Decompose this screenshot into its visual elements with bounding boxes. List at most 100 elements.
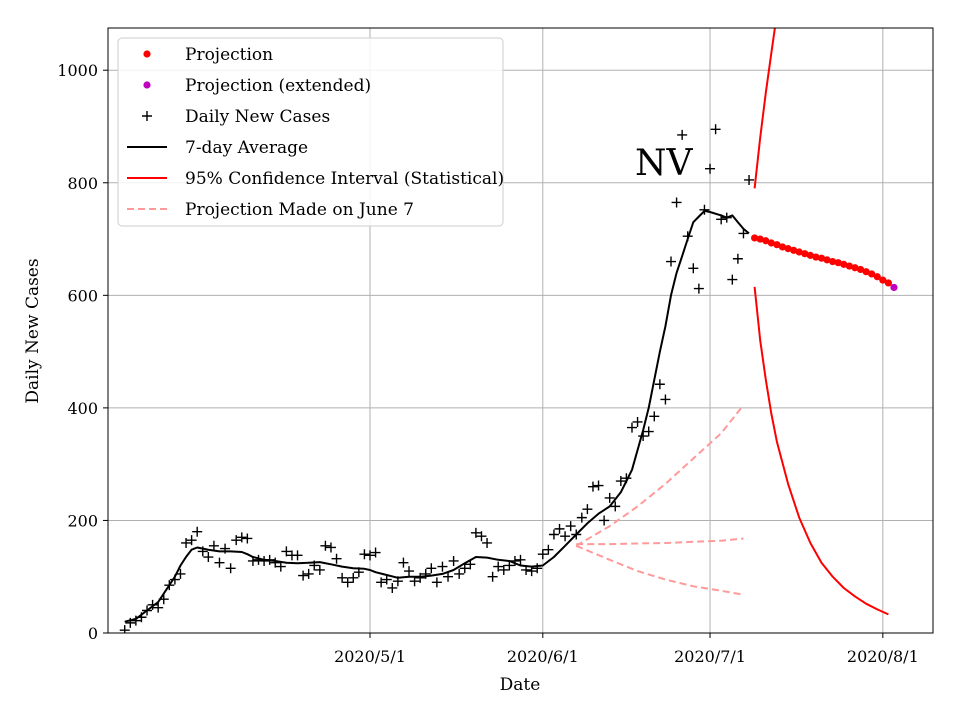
daily-case-point (705, 163, 716, 174)
daily-case-point (292, 550, 303, 561)
legend-item: Daily New Cases (142, 107, 330, 127)
daily-case-point (688, 263, 699, 274)
projection-point (873, 273, 881, 281)
daily-case-point (660, 394, 671, 405)
7-day-average-line (124, 209, 750, 623)
daily-case-point (387, 582, 398, 593)
daily-case-point (560, 531, 571, 542)
legend-item: 7-day Average (127, 138, 308, 158)
y-axis-label: Daily New Cases (23, 258, 43, 403)
daily-case-point (710, 124, 721, 135)
legend-frame (117, 37, 504, 227)
projection-made-on-june-7-upper-line (575, 404, 745, 547)
daily-case-point (693, 283, 704, 294)
daily-case-point (314, 564, 325, 575)
daily-case-point (331, 553, 342, 564)
daily-case-point (744, 174, 755, 185)
projection-point (817, 254, 826, 262)
daily-case-point (599, 515, 610, 526)
daily-case-point (727, 274, 738, 285)
daily-case-point (437, 561, 448, 572)
daily-case-point (476, 531, 487, 542)
daily-case-point (298, 570, 309, 581)
daily-case-point (203, 552, 214, 563)
daily-case-point (398, 557, 409, 568)
legend-label: Projection Made on June 7 (185, 200, 414, 220)
legend-item: 95% Confidence Interval (Statistical) (127, 169, 504, 189)
daily-case-point (666, 256, 677, 267)
y-tick-label: 400 (67, 399, 98, 418)
projection-point (829, 257, 837, 266)
y-tick-label: 1000 (57, 61, 98, 80)
daily-case-point (582, 504, 593, 515)
legend-label: 95% Confidence Interval (Statistical) (185, 169, 504, 189)
daily-case-point (119, 625, 130, 633)
daily-case-point (348, 572, 359, 583)
legend-dot-marker (143, 50, 151, 58)
daily-case-point (610, 501, 621, 512)
projection-point (845, 262, 853, 270)
daily-case-point (275, 561, 286, 572)
plot-frame (107, 27, 934, 634)
legend-item: Projection (143, 45, 273, 65)
daily-case-point (732, 253, 743, 264)
daily-case-point (565, 521, 576, 532)
projection-point (795, 248, 803, 256)
daily-case-point (626, 422, 637, 433)
daily-case-point (443, 571, 454, 582)
daily-case-point (242, 533, 253, 544)
daily-case-point (281, 546, 292, 557)
daily-case-point (231, 535, 242, 546)
x-tick-label: 2020/7/1 (674, 647, 746, 666)
y-tick-label: 0 (88, 624, 98, 643)
projection-point (790, 246, 798, 254)
projection-extended-point (890, 283, 898, 292)
projection-point (862, 268, 870, 276)
daily-case-point (615, 476, 626, 487)
legend-item: Projection (extended) (143, 76, 371, 96)
daily-case-point (576, 512, 587, 523)
projection-point (806, 251, 814, 259)
projection-point (801, 250, 809, 258)
x-tick-label: 2020/5/1 (334, 647, 406, 666)
legend-label: Projection (185, 45, 273, 65)
daily-case-point (498, 564, 509, 575)
daily-case-point (654, 379, 665, 390)
daily-case-point (493, 561, 504, 572)
projection-point (784, 245, 792, 253)
daily-case-point (537, 549, 548, 560)
x-tick-label: 2020/8/1 (847, 647, 919, 666)
daily-case-point (370, 547, 381, 558)
projection-point (884, 279, 893, 287)
daily-case-point (181, 537, 192, 548)
axis-ticks: 0 200 400 600 800 1000 2020/5/1 2020/6/1 2020/7/… (57, 61, 918, 666)
daily-case-point (359, 549, 370, 560)
projection-point (879, 276, 887, 284)
x-axis-label: Date (500, 675, 541, 695)
legend-dot-marker (143, 81, 151, 89)
data-layer (119, 28, 898, 633)
daily-case-point (192, 526, 203, 537)
projection-point (767, 239, 775, 247)
daily-case-point (153, 602, 164, 613)
projection-point (851, 264, 859, 272)
daily-case-point (448, 555, 459, 566)
daily-case-point (487, 571, 498, 582)
daily-case-point (342, 577, 353, 588)
daily-case-point (677, 129, 688, 140)
daily-case-point (208, 540, 219, 551)
daily-case-point (587, 481, 598, 492)
daily-case-point (454, 568, 465, 579)
projection-point (812, 253, 820, 261)
daily-case-point (643, 426, 654, 437)
daily-case-point (320, 540, 331, 551)
daily-case-point (214, 557, 225, 568)
y-tick-label: 800 (67, 174, 98, 193)
daily-case-point (482, 537, 493, 548)
projection-point (773, 241, 781, 249)
daily-case-point (381, 574, 392, 585)
95-confidence-interval-statistical-upper-line (753, 28, 776, 189)
95-confidence-interval-statistical-lower-line (753, 286, 889, 616)
daily-case-point (548, 529, 559, 540)
